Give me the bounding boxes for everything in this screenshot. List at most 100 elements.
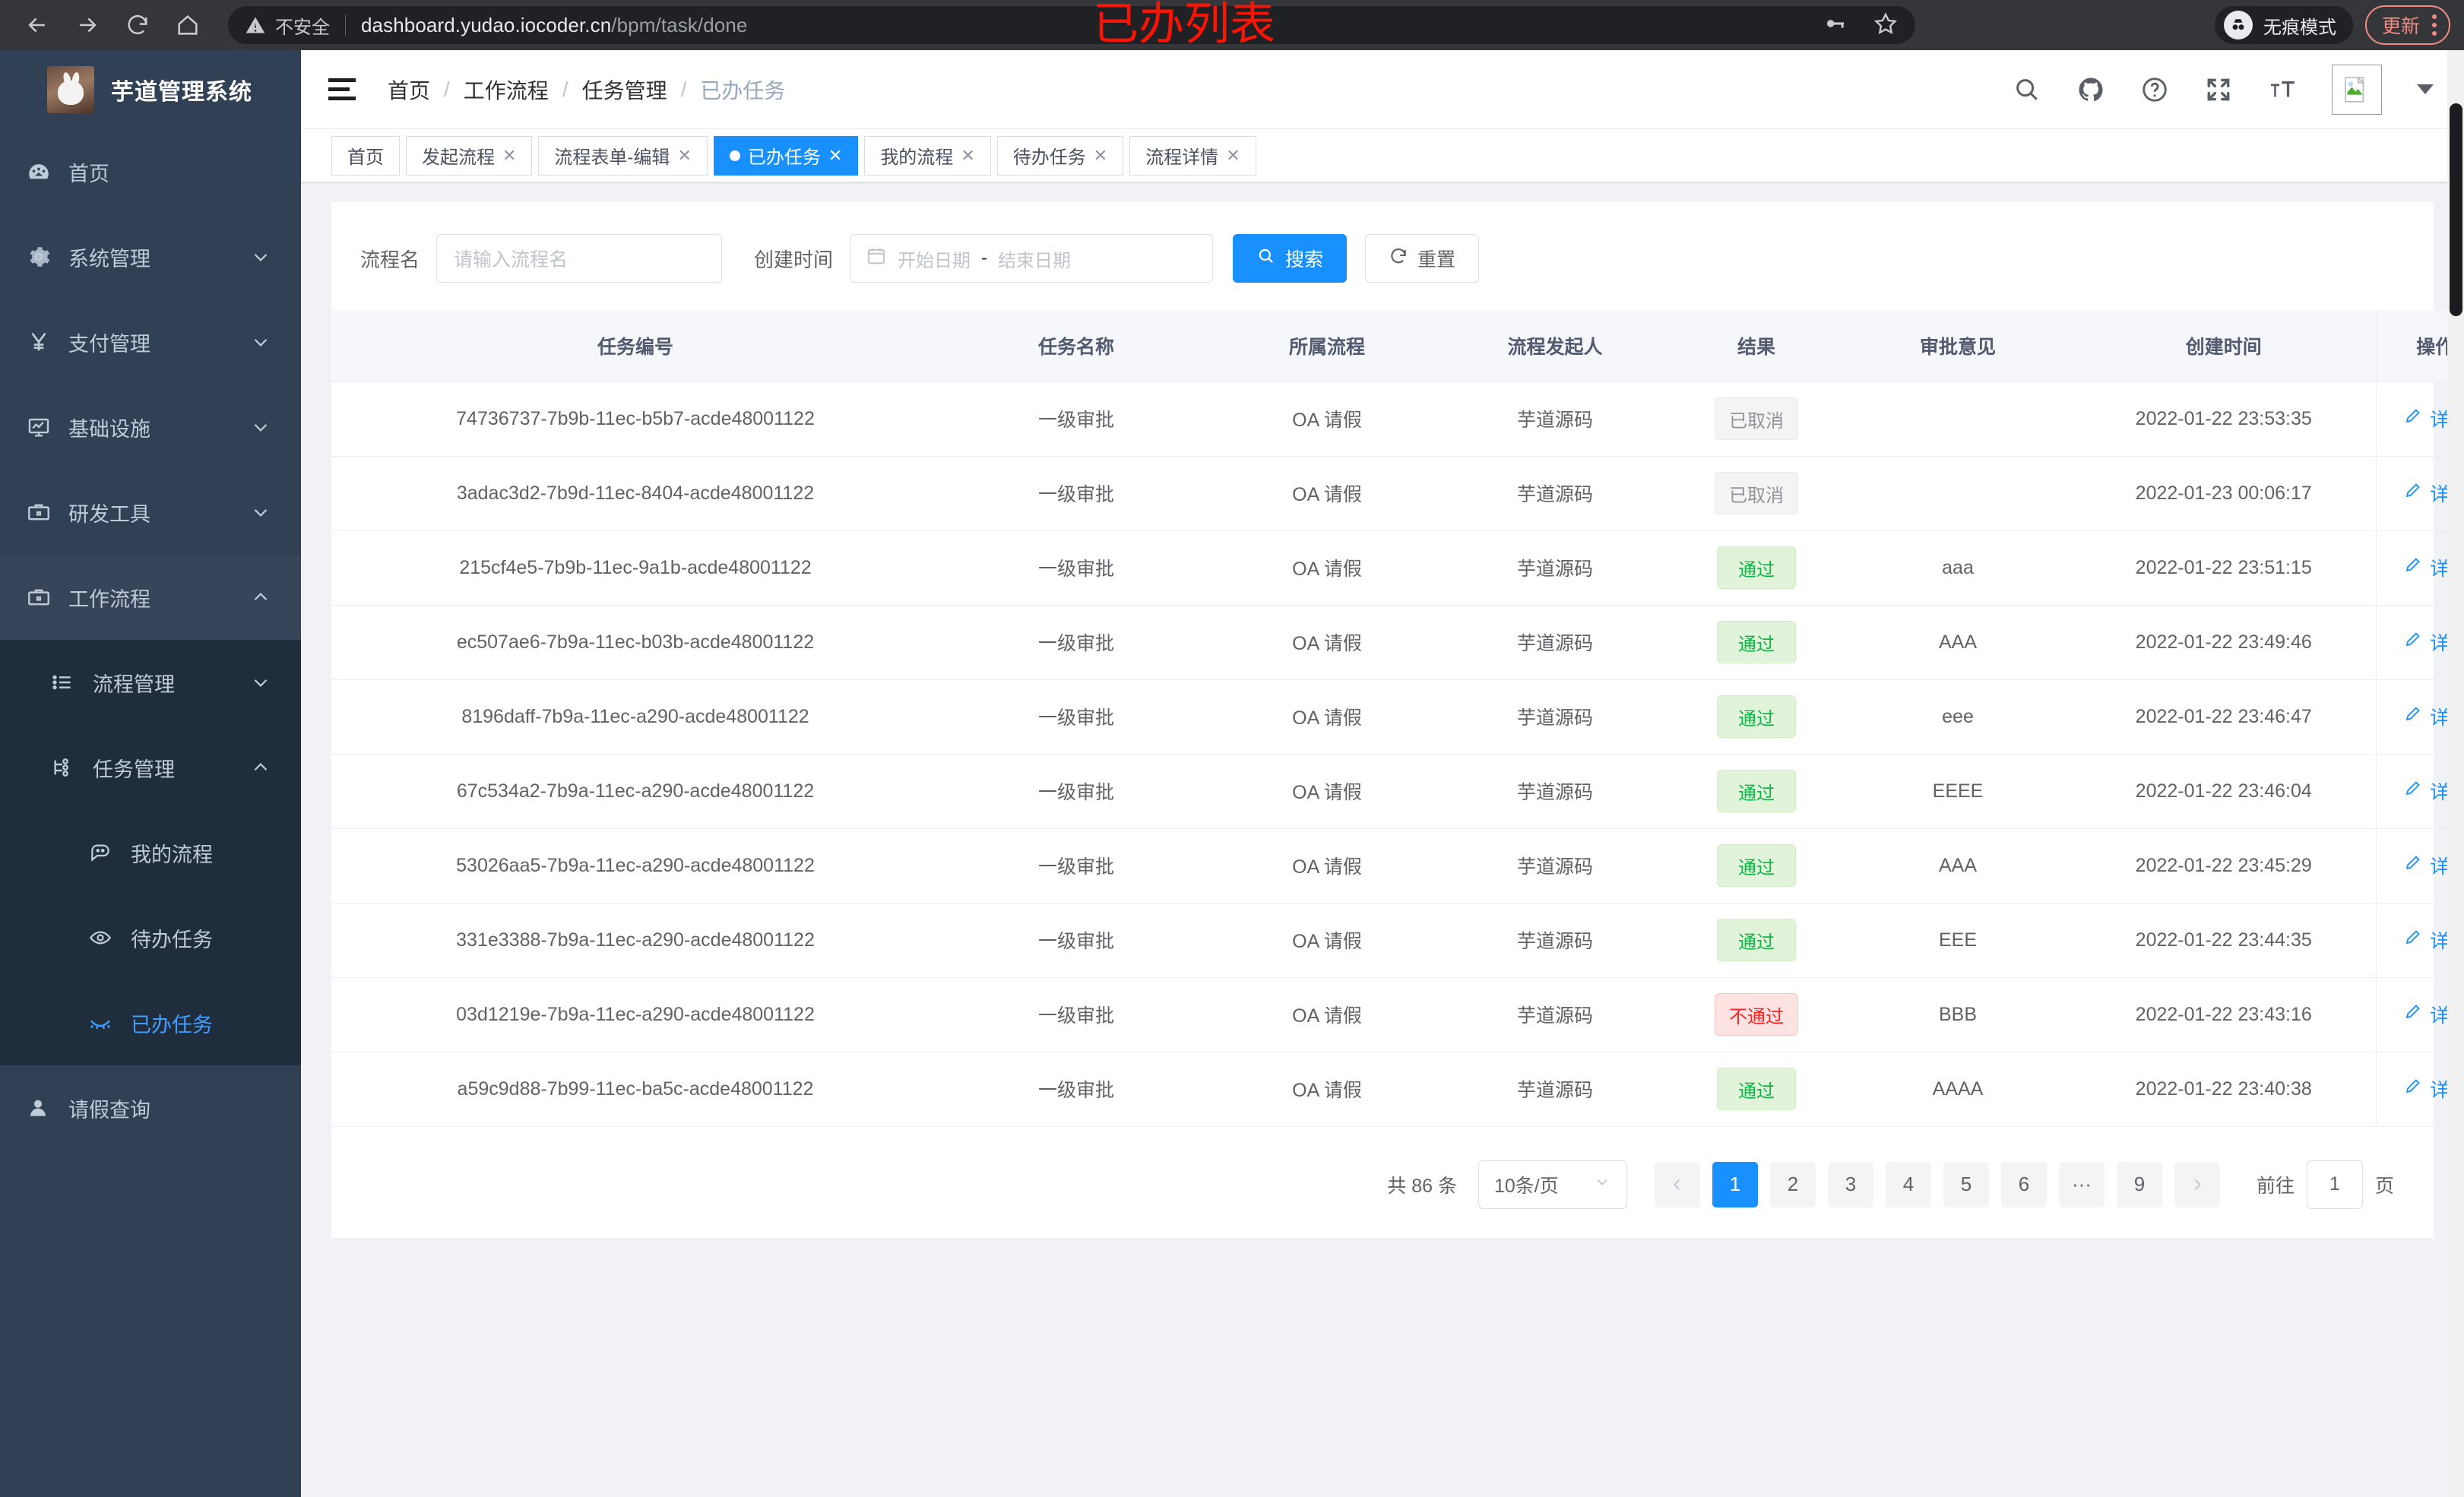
sidebar-item-my-process[interactable]: 我的流程	[0, 810, 301, 895]
omnibox-divider	[345, 14, 346, 36]
tab-home[interactable]: 首页	[331, 135, 400, 176]
sidebar-item-devtools[interactable]: 研发工具	[0, 470, 301, 555]
close-icon[interactable]: ✕	[502, 145, 517, 165]
page-size-select[interactable]: 10条/页	[1477, 1160, 1627, 1209]
close-icon[interactable]: ✕	[961, 145, 975, 165]
cell-starter: 芋道源码	[1441, 828, 1669, 904]
edit-icon	[2402, 1077, 2422, 1102]
cell-opinion	[1844, 381, 2072, 457]
github-icon[interactable]	[2076, 75, 2105, 104]
cell-starter: 芋道源码	[1441, 605, 1669, 680]
tab-label: 待办任务	[1012, 147, 1086, 168]
chevron-down-icon[interactable]	[249, 331, 272, 353]
jump-unit: 页	[2374, 1175, 2394, 1197]
table-header-row: 任务编号 任务名称 所属流程 流程发起人 结果 审批意见 创建时间 操作	[331, 310, 2464, 382]
tab-my-process[interactable]: 我的流程 ✕	[864, 135, 991, 176]
pagination-page-1[interactable]: 1	[1712, 1161, 1758, 1207]
browser-toolbar: 不安全 dashboard.yudao.iocoder.cn/bpm/task/…	[0, 0, 2464, 50]
star-icon[interactable]	[1873, 11, 1899, 40]
pagination-next-button[interactable]	[2174, 1161, 2220, 1207]
cell-result: 通过	[1669, 605, 1844, 680]
jump-input[interactable]: 1	[2306, 1160, 2363, 1209]
pagination-page-2[interactable]: 2	[1769, 1161, 1816, 1207]
sidebar-item-home[interactable]: 首页	[0, 129, 301, 214]
sidebar-item-process-management[interactable]: 流程管理	[0, 640, 301, 725]
security-warning[interactable]: 不安全	[245, 12, 330, 39]
process-name-input[interactable]: 请输入流程名	[436, 234, 723, 283]
address-bar[interactable]: 不安全 dashboard.yudao.iocoder.cn/bpm/task/…	[228, 6, 1915, 44]
help-circle-icon[interactable]	[2140, 75, 2169, 104]
hamburger-icon[interactable]	[328, 78, 356, 100]
reload-icon[interactable]	[114, 2, 161, 49]
cell-created: 2022-01-23 00:06:17	[2072, 456, 2376, 531]
pagination-page-9[interactable]: 9	[2116, 1161, 2162, 1207]
create-time-range-picker[interactable]: 开始日期 - 结束日期	[850, 234, 1214, 283]
search-button[interactable]: 搜索	[1233, 234, 1348, 283]
chevron-up-icon[interactable]	[249, 756, 272, 779]
chevron-down-icon[interactable]	[249, 245, 272, 268]
close-icon[interactable]: ✕	[1226, 145, 1240, 165]
edit-icon	[2402, 704, 2422, 730]
kebab-menu-icon[interactable]	[2432, 14, 2437, 36]
sidebar-item-payment[interactable]: 支付管理	[0, 299, 301, 385]
cell-task-name: 一级审批	[939, 456, 1213, 531]
tab-process-form-edit[interactable]: 流程表单-编辑 ✕	[538, 135, 708, 176]
pagination-page-4[interactable]: 4	[1885, 1161, 1931, 1207]
close-icon[interactable]: ✕	[828, 145, 843, 165]
chevron-down-icon[interactable]	[249, 671, 272, 694]
sidebar-item-system[interactable]: 系统管理	[0, 214, 301, 299]
close-icon[interactable]: ✕	[1093, 145, 1108, 165]
tab-start-process[interactable]: 发起流程 ✕	[406, 135, 533, 176]
back-icon[interactable]	[14, 2, 61, 49]
edit-icon	[2402, 481, 2422, 506]
edit-icon	[2402, 1002, 2422, 1027]
edit-icon	[2402, 779, 2422, 804]
brand[interactable]: 芋道管理系统	[0, 50, 301, 129]
key-icon[interactable]	[1823, 11, 1847, 40]
page-scrollbar-track[interactable]	[2447, 50, 2464, 1497]
sidebar-item-label: 请假查询	[68, 1098, 150, 1122]
list-icon	[50, 670, 93, 695]
pagination-page-3[interactable]: 3	[1827, 1161, 1873, 1207]
tab-process-detail[interactable]: 流程详情 ✕	[1129, 135, 1256, 176]
chevron-up-icon[interactable]	[249, 586, 272, 609]
chevron-down-icon[interactable]	[249, 501, 272, 524]
sidebar-item-infrastructure[interactable]: 基础设施	[0, 385, 301, 470]
sidebar-item-leave-query[interactable]: 请假查询	[0, 1065, 301, 1150]
page-scrollbar-thumb[interactable]	[2450, 103, 2462, 316]
breadcrumb-item-current: 已办任务	[700, 78, 786, 103]
chevron-down-icon[interactable]	[249, 416, 272, 438]
search-icon	[1256, 246, 1276, 271]
cell-process: OA 请假	[1213, 1052, 1441, 1127]
breadcrumb-item-home[interactable]: 首页	[388, 78, 431, 103]
update-button[interactable]: 更新	[2364, 5, 2450, 45]
close-icon[interactable]: ✕	[677, 145, 692, 165]
sidebar-item-workflow[interactable]: 工作流程	[0, 555, 301, 640]
fullscreen-icon[interactable]	[2204, 75, 2233, 104]
pagination-page-···[interactable]: ···	[2058, 1161, 2105, 1207]
sidebar-item-task-management[interactable]: 任务管理	[0, 725, 301, 810]
security-label: 不安全	[275, 17, 330, 38]
cell-task-name: 一级审批	[939, 754, 1213, 829]
incognito-indicator[interactable]: 无痕模式	[2214, 6, 2353, 44]
font-size-icon[interactable]	[2268, 75, 2297, 104]
chevron-down-icon[interactable]	[2417, 84, 2434, 94]
avatar[interactable]	[2332, 64, 2382, 115]
tab-todo-tasks[interactable]: 待办任务 ✕	[996, 135, 1124, 176]
sidebar-item-done-tasks[interactable]: 已办任务	[0, 980, 301, 1065]
sidebar-item-todo-tasks[interactable]: 待办任务	[0, 895, 301, 980]
pagination-prev-button[interactable]	[1654, 1161, 1700, 1207]
tab-done-tasks[interactable]: 已办任务 ✕	[713, 135, 859, 176]
reset-button[interactable]: 重置	[1365, 234, 1480, 283]
pagination-page-5[interactable]: 5	[1943, 1161, 1989, 1207]
gear-icon	[26, 244, 68, 270]
search-icon[interactable]	[2013, 75, 2041, 104]
cell-result: 通过	[1669, 754, 1844, 829]
cell-task-id: 3adac3d2-7b9d-11ec-8404-acde48001122	[331, 456, 939, 531]
home-icon[interactable]	[164, 2, 211, 49]
breadcrumb-item-workflow[interactable]: 工作流程	[463, 78, 549, 103]
breadcrumb-item-task-management[interactable]: 任务管理	[581, 78, 667, 103]
forward-icon[interactable]	[64, 2, 111, 49]
pagination-page-6[interactable]: 6	[2000, 1161, 2047, 1207]
cell-created: 2022-01-22 23:45:29	[2072, 828, 2376, 904]
